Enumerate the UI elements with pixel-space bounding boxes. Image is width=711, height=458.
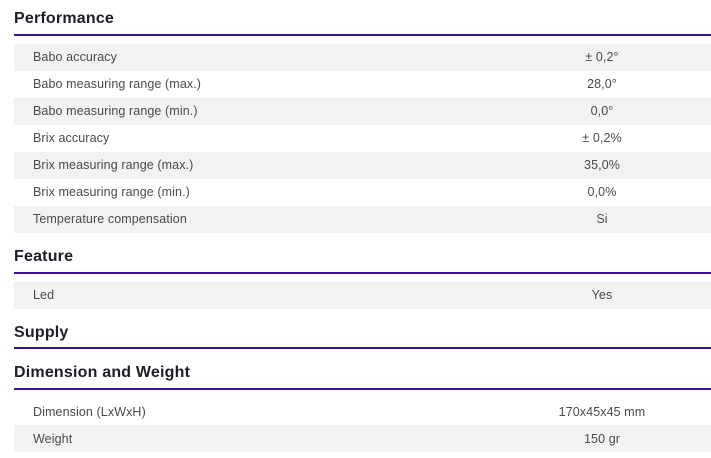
table-row: Brix measuring range (min.) 0,0% [14, 178, 711, 206]
table-row: Babo accuracy ± 0,2° [14, 43, 711, 71]
row-value: ± 0,2% [582, 131, 622, 146]
table-row: Brix accuracy ± 0,2% [14, 124, 711, 152]
section-title: Performance [14, 10, 711, 36]
table-row: Brix measuring range (max.) 35,0% [14, 151, 711, 179]
row-label: Led [33, 288, 55, 303]
row-value: 35,0% [584, 158, 620, 173]
row-value: ± 0,2° [585, 50, 619, 65]
spec-table: Led Yes [14, 281, 711, 309]
row-label: Brix accuracy [33, 131, 110, 146]
row-label: Babo measuring range (min.) [33, 104, 198, 119]
row-value: Yes [591, 288, 613, 303]
spec-table: Babo accuracy ± 0,2° Babo measuring rang… [14, 43, 711, 233]
row-label: Brix measuring range (min.) [33, 185, 190, 200]
spec-section: Dimension and Weight Dimension (LxWxH) 1… [14, 365, 711, 453]
row-label: Babo accuracy [33, 50, 117, 65]
table-row: Led Yes [14, 281, 711, 309]
section-title: Supply [14, 324, 711, 350]
section-title: Dimension and Weight [14, 365, 711, 391]
row-label: Brix measuring range (max.) [33, 158, 194, 173]
table-row: Babo measuring range (min.) 0,0° [14, 97, 711, 125]
row-value: 0,0% [587, 185, 617, 200]
row-label: Weight [33, 431, 73, 446]
spec-section: Feature Led Yes [14, 248, 711, 309]
spec-table: Dimension (LxWxH) 170x45x45 mm Weight 15… [14, 398, 711, 453]
row-label: Dimension (LxWxH) [33, 404, 146, 419]
row-value: Si [596, 212, 608, 227]
section-title: Feature [14, 248, 711, 274]
row-label: Temperature compensation [33, 212, 187, 227]
row-value: 170x45x45 mm [558, 404, 646, 419]
row-label: Babo measuring range (max.) [33, 77, 202, 92]
row-value: 150 gr [583, 431, 621, 446]
spec-sheet: Performance Babo accuracy ± 0,2° Babo me… [14, 10, 711, 453]
table-row: Babo measuring range (max.) 28,0° [14, 70, 711, 98]
row-value: 0,0° [590, 104, 614, 119]
table-row: Dimension (LxWxH) 170x45x45 mm [14, 398, 711, 426]
row-value: 28,0° [587, 77, 617, 92]
spec-section: Supply [14, 324, 711, 350]
table-row: Weight 150 gr [14, 425, 711, 453]
spec-section: Performance Babo accuracy ± 0,2° Babo me… [14, 10, 711, 233]
table-row: Temperature compensation Si [14, 205, 711, 233]
